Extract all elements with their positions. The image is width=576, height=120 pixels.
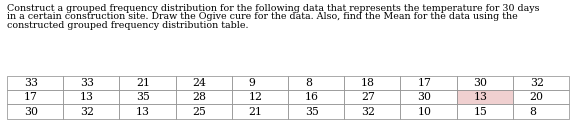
Text: 13: 13 (136, 107, 150, 117)
Bar (119, 76, 176, 90)
Text: 35: 35 (136, 92, 150, 102)
Bar (7, 76, 63, 90)
Bar (457, 76, 513, 90)
Text: 17: 17 (24, 92, 37, 102)
Bar (63, 104, 119, 119)
Bar (176, 104, 232, 119)
Bar (288, 104, 344, 119)
Text: 13: 13 (80, 92, 94, 102)
Bar (513, 104, 569, 119)
Bar (513, 90, 569, 104)
Bar (400, 104, 457, 119)
Text: 33: 33 (24, 78, 38, 88)
Text: 16: 16 (305, 92, 319, 102)
Text: 30: 30 (417, 92, 431, 102)
Text: 33: 33 (80, 78, 94, 88)
Bar (457, 90, 513, 104)
Bar (457, 104, 513, 119)
Bar (513, 76, 569, 90)
Bar (400, 76, 457, 90)
Text: 10: 10 (417, 107, 431, 117)
Text: 25: 25 (192, 107, 206, 117)
Text: 30: 30 (473, 78, 487, 88)
Text: constructed grouped frequency distribution table.: constructed grouped frequency distributi… (7, 21, 248, 30)
Bar (232, 90, 288, 104)
Text: 20: 20 (530, 92, 544, 102)
Bar (344, 76, 400, 90)
Text: 24: 24 (192, 78, 206, 88)
Bar (176, 90, 232, 104)
Text: 9: 9 (249, 78, 256, 88)
Bar (344, 90, 400, 104)
Bar (288, 76, 344, 90)
Bar (63, 76, 119, 90)
Bar (63, 90, 119, 104)
Text: 27: 27 (361, 92, 375, 102)
Text: 32: 32 (530, 78, 544, 88)
Bar (7, 90, 63, 104)
Text: 21: 21 (136, 78, 150, 88)
Text: 8: 8 (530, 107, 537, 117)
Text: 12: 12 (249, 92, 263, 102)
Text: Construct a grouped frequency distribution for the following data that represent: Construct a grouped frequency distributi… (7, 4, 539, 13)
Text: 30: 30 (24, 107, 38, 117)
Text: 18: 18 (361, 78, 375, 88)
Text: 15: 15 (473, 107, 487, 117)
Text: 13: 13 (473, 92, 487, 102)
Bar (400, 90, 457, 104)
Text: 8: 8 (305, 78, 312, 88)
Text: 28: 28 (192, 92, 206, 102)
Bar (288, 90, 344, 104)
Bar (344, 104, 400, 119)
Text: in a certain construction site. Draw the Ogive cure for the data. Also, find the: in a certain construction site. Draw the… (7, 12, 518, 21)
Text: 35: 35 (305, 107, 319, 117)
Bar (119, 104, 176, 119)
Text: 21: 21 (249, 107, 263, 117)
Bar (176, 76, 232, 90)
Bar (232, 104, 288, 119)
Bar (119, 90, 176, 104)
Bar (232, 76, 288, 90)
Text: 32: 32 (80, 107, 94, 117)
Text: 17: 17 (417, 78, 431, 88)
Text: 32: 32 (361, 107, 375, 117)
Bar (7, 104, 63, 119)
